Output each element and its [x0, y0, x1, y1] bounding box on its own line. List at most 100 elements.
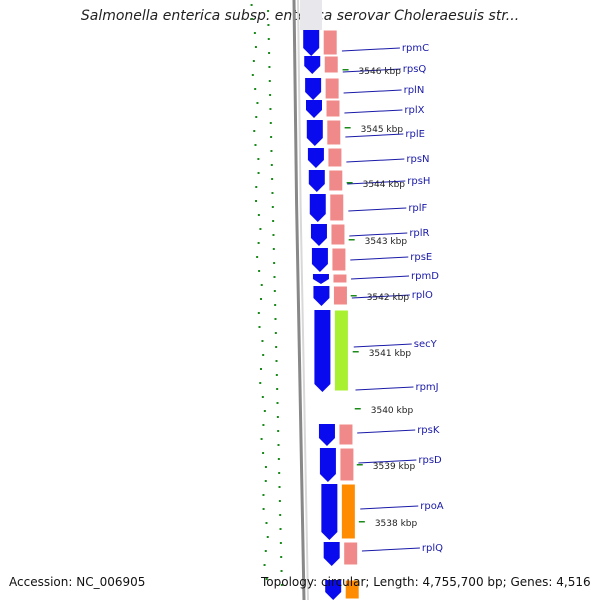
gc-tick [262, 508, 265, 510]
gc-tick [280, 570, 283, 572]
gc-tick [273, 276, 276, 278]
gene-label-secY[interactable]: secY [414, 339, 438, 350]
gene-label-rpsQ[interactable]: rpsQ [403, 64, 427, 75]
gc-tick [278, 500, 281, 502]
gc-tick [255, 116, 258, 118]
grey-track-top [300, 0, 322, 30]
gene-label-rplQ[interactable]: rplQ [422, 543, 443, 554]
cds-block [323, 542, 340, 566]
gene-label-line [344, 109, 403, 114]
gc-tick [277, 444, 280, 446]
genome-summary: Topology: circular; Length: 4,755,700 bp… [261, 575, 591, 589]
kbp-label: 3539 kbp [373, 462, 416, 472]
gene-label-rpsK[interactable]: rpsK [417, 425, 440, 436]
annotation-block [323, 55, 339, 74]
gene-label-line [353, 343, 412, 348]
gc-tick [260, 298, 263, 300]
annotation-block [331, 247, 347, 272]
gene-label-line [346, 158, 405, 163]
gene-label-rpsN[interactable]: rpsN [406, 154, 429, 165]
gc-tick [256, 102, 259, 104]
gene-labels[interactable]: rpmC rpsQ rplN rplX rplE rpsN rpsH rplF rplR rpsE… [402, 43, 444, 554]
gene-label-rplN[interactable]: rplN [404, 85, 425, 96]
gene-label-line [358, 459, 417, 464]
gc-tick [275, 346, 278, 348]
kbp-tick [352, 351, 359, 353]
gene-label-rplE[interactable]: rplE [405, 129, 425, 140]
cds-block [314, 310, 331, 392]
gc-tick [258, 270, 261, 272]
gc-tick [251, 74, 254, 76]
gc-tick [271, 206, 274, 208]
gc-tick [279, 542, 282, 544]
gc-tick [276, 416, 279, 418]
gc-tick [268, 52, 271, 54]
cds-block [313, 286, 330, 306]
annotation-block [328, 169, 344, 192]
gc-tick [254, 88, 257, 90]
gc-tick [263, 564, 266, 566]
gene-label-rpmD[interactable]: rpmD [411, 271, 439, 282]
cds-block [304, 56, 321, 74]
gc-tick [269, 122, 272, 124]
gc-tick [253, 32, 256, 34]
gene-label-rpsE[interactable]: rpsE [410, 252, 432, 263]
gc-tick [278, 472, 281, 474]
kbp-tick [356, 464, 363, 466]
kbp-label: 3543 kbp [365, 237, 408, 247]
cds-block [308, 170, 325, 192]
cds-track [303, 30, 342, 600]
gc-tick [269, 108, 272, 110]
gc-tick [265, 578, 268, 580]
gene-label-rpoA[interactable]: rpoA [420, 501, 444, 512]
gene-label-rplF[interactable]: rplF [408, 203, 427, 214]
cds-block [312, 274, 329, 284]
gene-label-line [351, 294, 410, 299]
gc-tick [273, 290, 276, 292]
gc-tick [280, 556, 283, 558]
kbp-tick [342, 69, 349, 71]
cds-block [307, 148, 324, 168]
gene-label-line [347, 180, 406, 185]
cds-block [309, 194, 326, 222]
gc-tick [264, 480, 267, 482]
kbp-tick [346, 182, 353, 184]
gc-tick [266, 536, 269, 538]
gene-label-rpsH[interactable]: rpsH [407, 176, 430, 187]
annotation-block [325, 99, 341, 118]
gc-tick [273, 262, 276, 264]
gc-tick [253, 130, 256, 132]
gene-label-line [350, 256, 409, 261]
gene-label-rplR[interactable]: rplR [409, 228, 429, 239]
gc-tick [278, 486, 281, 488]
accession-label: Accession: NC_006905 [9, 575, 146, 589]
gene-label-line [357, 429, 416, 434]
gc-tick [257, 158, 260, 160]
gene-label-rpmC[interactable]: rpmC [402, 43, 429, 54]
gc-tick [271, 178, 274, 180]
gene-label-rplO[interactable]: rplO [412, 290, 433, 301]
gc-tick [268, 66, 271, 68]
annotation-block [329, 193, 345, 222]
cds-block [310, 224, 327, 246]
gc-tick [260, 438, 263, 440]
gc-tick [279, 528, 282, 530]
gene-label-rplX[interactable]: rplX [404, 105, 424, 116]
gc-tick [262, 494, 265, 496]
gene-label-line [360, 505, 419, 510]
gc-tick [272, 220, 275, 222]
annotation-block [338, 423, 354, 446]
gene-label-rpsD[interactable]: rpsD [418, 455, 442, 466]
gc-tick [255, 186, 258, 188]
gc-tick [280, 584, 283, 586]
cds-block [306, 100, 322, 118]
gc-tick [267, 24, 270, 26]
annotation-block [340, 483, 356, 540]
gc-tick [277, 458, 280, 460]
annotation-block [324, 77, 340, 100]
gc-tick [257, 242, 260, 244]
gene-label-rpmJ[interactable]: rpmJ [415, 382, 438, 393]
annotation-block [327, 147, 343, 168]
kbp-label: 3542 kbp [367, 293, 410, 303]
